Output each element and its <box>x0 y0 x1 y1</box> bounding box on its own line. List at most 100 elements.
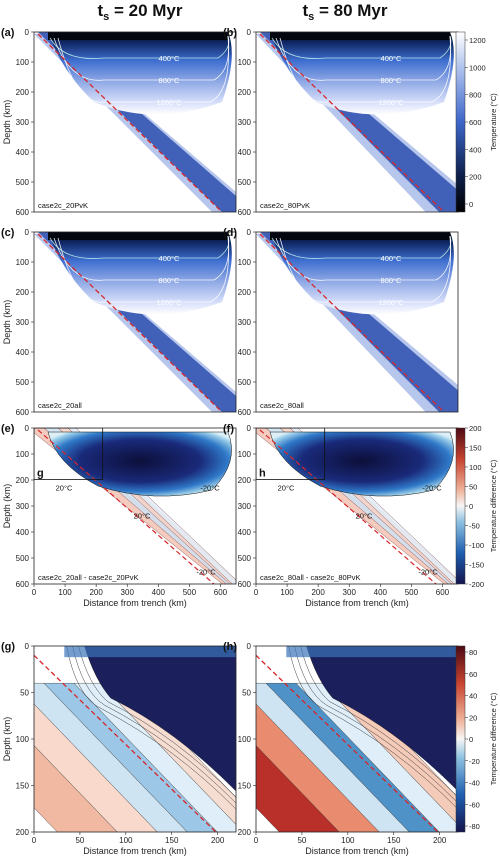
panel-c-y-tick-label: 400 <box>16 348 30 357</box>
panel-f-case-label: case2c_80all - case2c_80PvK <box>260 573 360 582</box>
colorbar-diff-gh: 80 60 40 20 0 -20 -40 -60 -80 Temperature differ… <box>455 645 498 833</box>
colorbar-diff-ef: 200 150 100 50 0 -50 -100 -150 -200 Temperature … <box>455 424 498 589</box>
panel-a-ylabel: Depth (km) <box>2 100 12 145</box>
panel-h-contour <box>300 646 458 798</box>
panel-a-cold-lid <box>48 32 228 40</box>
panel-h-cold-wedge <box>306 646 458 792</box>
panel-f-inset-box <box>256 428 326 480</box>
panel-f-x-tick-label: 400 <box>374 588 388 597</box>
panel-f-y-tick-label: 300 <box>238 502 252 511</box>
panel-grid: 400°C 800°C 1200°C (a) case2c_20PvK 0 100 200 30… <box>1 27 459 856</box>
panel-h-x-tick-label: 150 <box>387 836 401 845</box>
panel-h-y-tick-label: 0 <box>247 642 252 651</box>
panel-g-ylabel: Depth (km) <box>2 717 12 762</box>
colorbar-diff-ef-tick-label: -50 <box>469 522 480 531</box>
colorbar-temperature-tick-label: 200 <box>469 173 482 182</box>
colorbar-diff-ef-tick-label: -200 <box>469 580 484 589</box>
panel-a-label: (a) <box>1 27 15 39</box>
colorbar-diff-ef-tick-label: 0 <box>469 502 473 511</box>
panel-f: h 20°C 20°C -20°C -20°C (f) case2c_80all - cas… <box>223 423 459 608</box>
panel-g-label: (g) <box>1 641 15 653</box>
panel-b-isotherm-label: 800°C <box>381 76 403 85</box>
panel-g-contour <box>84 646 236 792</box>
panel-f-contour-label: -20°C <box>422 483 442 492</box>
panel-f-x-tick-label: 500 <box>405 588 419 597</box>
panel-f-x-tick-label: 300 <box>343 588 357 597</box>
panel-f-x-tick-label: 200 <box>311 588 325 597</box>
panel-h-y-tick-label: 200 <box>238 828 252 837</box>
panel-h-y-tick-label: 150 <box>238 782 252 791</box>
panel-d: 400°C 800°C 1200°C (d) case2c_80all 0 100 200 30… <box>223 227 459 417</box>
panel-e-contour-label: -20°C <box>200 483 220 492</box>
panel-e-x-tick-label: 300 <box>121 588 135 597</box>
colorbar-diff-gh-ramp <box>455 645 466 833</box>
panel-f-y-tick-label: 400 <box>238 528 252 537</box>
colorbar-diff-gh-tick-label: 60 <box>469 670 477 679</box>
colorbar-temperature-label: Temperature (°C) <box>489 93 498 151</box>
panel-b-isotherm-label: 1200°C <box>378 98 404 107</box>
panel-g-y-tick-label: 200 <box>16 828 30 837</box>
colorbar-diff-gh-tick-label: 80 <box>469 648 477 657</box>
panel-h-x-tick-label: 0 <box>254 836 259 845</box>
panel-f-contour-label: -20°C <box>418 568 438 577</box>
panel-c-isotherm <box>57 235 229 303</box>
panel-f-y-tick-label: 100 <box>238 450 252 459</box>
panel-d-slab-top-line <box>259 233 445 412</box>
panel-b-y-tick-label: 600 <box>238 208 252 217</box>
panel-h-x-tick-label: 200 <box>433 836 447 845</box>
panel-a-isotherm-label: 1200°C <box>156 98 182 107</box>
panel-c-isotherm-label: 400°C <box>159 254 181 263</box>
panel-e-inset-box <box>34 428 104 480</box>
panel-d-y-tick-label: 100 <box>238 258 252 267</box>
colorbar-diff-gh-tick-label: 40 <box>469 692 477 701</box>
panel-f-contour-label: 20°C <box>356 511 373 520</box>
panel-a-case-label: case2c_20PvK <box>38 201 88 210</box>
panel-a-y-tick-label: 0 <box>25 28 30 37</box>
panel-e-ylabel: Depth (km) <box>2 484 12 529</box>
panel-b-isotherm-label: 400°C <box>381 54 403 63</box>
panel-g-slab-band <box>43 683 218 832</box>
panel-e-x-tick-label: 500 <box>183 588 197 597</box>
panel-e-contour-label: -20°C <box>196 568 216 577</box>
panel-d-y-tick-label: 600 <box>238 408 252 417</box>
panel-g-y-tick-label: 50 <box>20 689 29 698</box>
panel-e-x-tick-label: 400 <box>152 588 166 597</box>
colorbar-temperature-tick-label: 400 <box>469 145 482 154</box>
panel-f-y-tick-label: 500 <box>238 554 252 563</box>
panel-d-label: (d) <box>223 227 237 239</box>
panel-a-y-tick-label: 200 <box>16 88 30 97</box>
panel-b-y-tick-label: 100 <box>238 58 252 67</box>
panel-h-contour <box>294 646 458 804</box>
panel-d-y-tick-label: 500 <box>238 378 252 387</box>
panel-f-x-tick-label: 100 <box>280 588 294 597</box>
panel-b-label: (b) <box>223 27 237 39</box>
panel-d-isotherm-label: 1200°C <box>378 298 404 307</box>
panel-e-y-tick-label: 100 <box>16 450 30 459</box>
panel-b-slab-top-line <box>259 33 445 212</box>
panel-c-cold-lid <box>48 232 228 240</box>
panel-d-isotherm <box>279 235 451 303</box>
panel-g-x-tick-label: 200 <box>211 836 225 845</box>
panel-g-x-tick-label: 100 <box>119 836 133 845</box>
panel-a-y-tick-label: 600 <box>16 208 30 217</box>
panel-h-slab-band <box>295 683 458 832</box>
panel-d-case-label: case2c_80all <box>260 401 304 410</box>
colorbar-temperature-tick-label: 1000 <box>469 63 486 72</box>
panel-b-y-tick-label: 300 <box>238 118 252 127</box>
panel-d-y-tick-label: 0 <box>247 228 252 237</box>
panel-a-y-tick-label: 400 <box>16 148 30 157</box>
panel-g-contour <box>72 646 236 804</box>
panel-g-y-tick-label: 150 <box>16 782 30 791</box>
panel-c-isotherm-label: 800°C <box>159 276 181 285</box>
panel-a-isotherm-label: 800°C <box>159 76 181 85</box>
panel-a: 400°C 800°C 1200°C (a) case2c_20PvK 0 100 200 30… <box>1 27 237 217</box>
panel-e-contour-label: 20°C <box>134 511 151 520</box>
panel-h-slab-band <box>265 683 440 832</box>
colorbar-temperature: 1200 1000 800 600 400 200 0 Temperature (°C) <box>455 31 498 213</box>
panel-e-cold-anomaly <box>47 431 232 497</box>
panel-d-y-tick-label: 300 <box>238 318 252 327</box>
panel-g-cold-wedge <box>84 646 236 792</box>
panel-f-y-tick-label: 0 <box>247 424 252 433</box>
panel-b-case-label: case2c_80PvK <box>260 201 310 210</box>
